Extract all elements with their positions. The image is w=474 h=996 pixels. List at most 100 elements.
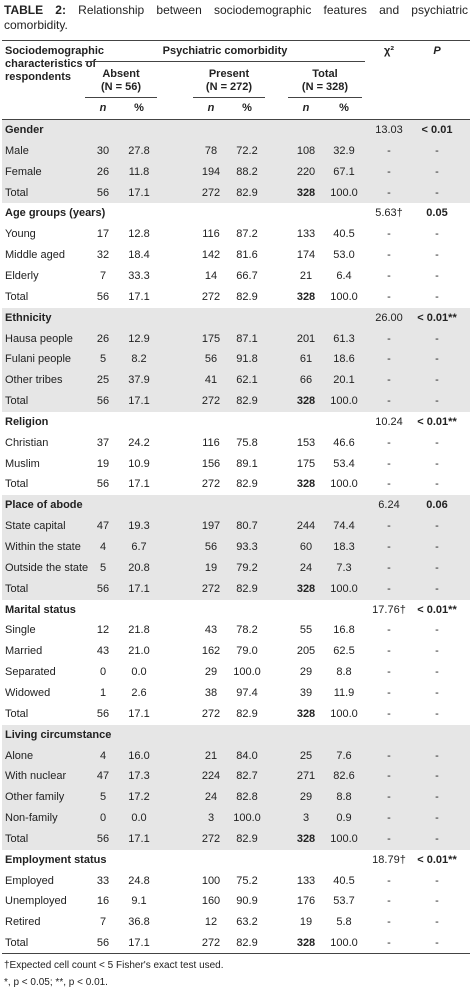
cell: 17.1: [128, 832, 150, 845]
cell: 75.2: [236, 874, 258, 887]
cell: 21.0: [128, 645, 150, 658]
chi-value: 5.63†: [375, 207, 403, 220]
cell: 21: [299, 269, 313, 282]
row-label: Total: [5, 186, 29, 199]
row-label: Elderly: [5, 269, 39, 282]
cell: -: [435, 144, 439, 157]
cell: 272: [201, 395, 221, 408]
section-band: [2, 724, 470, 850]
sub-header: n: [302, 102, 310, 114]
cell: -: [387, 937, 391, 950]
cell: 14: [204, 269, 218, 282]
cell: 162: [201, 645, 221, 658]
cell: -: [387, 791, 391, 804]
cell: 16.0: [128, 749, 150, 762]
cell: 82.7: [236, 770, 258, 783]
column-n: (N = 328): [301, 81, 349, 93]
row-label: Young: [5, 228, 36, 241]
row-label: Non-family: [5, 812, 58, 825]
cell: 29: [299, 791, 313, 804]
cell: 97.4: [236, 686, 258, 699]
cell: -: [435, 624, 439, 637]
chi-value: 13.03: [375, 124, 403, 136]
sub-header: n: [99, 102, 107, 114]
cell: -: [387, 478, 391, 491]
cell: 84.0: [236, 749, 258, 762]
p-value: < 0.01**: [417, 415, 457, 428]
cell: 100.0: [233, 666, 261, 679]
cell: 82.9: [236, 290, 258, 303]
cell: 56: [96, 478, 110, 491]
cell: 53.4: [333, 457, 355, 470]
row-label: Male: [5, 144, 29, 157]
cell: -: [435, 520, 439, 533]
p-value: < 0.01: [421, 124, 453, 136]
cell: 62.5: [333, 645, 355, 658]
sub-header: %: [242, 102, 252, 114]
cell: 20.8: [128, 561, 150, 574]
row-label: Total: [5, 290, 29, 303]
cell: -: [435, 269, 439, 282]
cell: 56: [204, 541, 218, 553]
cell: 66.7: [236, 269, 258, 282]
row-label: Alone: [5, 749, 34, 762]
cell: 25: [299, 749, 313, 762]
cell: 3: [302, 812, 310, 825]
cell: -: [387, 144, 391, 157]
section-title: Religion: [5, 415, 49, 428]
cell: 19: [204, 561, 218, 574]
cell: 40.5: [333, 228, 355, 241]
cell: 56: [96, 395, 110, 408]
rule: [193, 97, 265, 98]
rule: [2, 119, 470, 120]
cell: 82.9: [236, 832, 258, 845]
cell: 41: [204, 374, 218, 387]
cell: 6.7: [131, 541, 147, 553]
cell: 61.3: [333, 332, 355, 345]
cell: 56: [96, 937, 110, 950]
cell: 7.6: [336, 749, 352, 762]
cell: 56: [204, 353, 218, 366]
cell: -: [387, 686, 391, 699]
cell: 100.0: [233, 812, 261, 825]
cell: -: [435, 561, 439, 574]
cell: 272: [201, 582, 221, 595]
cell: 21: [204, 749, 218, 762]
cell: 82.9: [236, 707, 258, 720]
cell: 272: [201, 290, 221, 303]
cell: -: [387, 228, 391, 241]
cell: 72.2: [236, 144, 258, 157]
cell: 75.8: [236, 436, 258, 449]
group-header: Psychiatric comorbidity: [162, 45, 288, 57]
cell: 12: [204, 916, 218, 929]
cell: 244: [296, 520, 316, 533]
cell: 20.1: [333, 374, 355, 387]
cell: -: [435, 290, 439, 303]
cell: 328: [296, 832, 316, 845]
cell: 32: [96, 249, 110, 262]
rule: [288, 97, 362, 98]
column-header: Present: [208, 68, 250, 80]
cell: 8.8: [336, 791, 352, 804]
cell: -: [387, 249, 391, 262]
cell: 17.2: [128, 791, 150, 804]
cell: 142: [201, 249, 221, 262]
rule: [85, 97, 157, 98]
cell: -: [387, 165, 391, 178]
p-value: < 0.01**: [417, 311, 457, 324]
cell: 272: [201, 832, 221, 845]
cell: 17.1: [128, 707, 150, 720]
cell: 5: [99, 561, 107, 574]
cell: -: [387, 186, 391, 199]
cell: 194: [201, 165, 221, 178]
section-title: Place of abode: [5, 499, 83, 512]
cell: 87.1: [236, 332, 258, 345]
cell: 0.0: [131, 812, 147, 825]
cell: 328: [296, 582, 316, 595]
cell: 328: [296, 478, 316, 491]
chi-value: 26.00: [375, 311, 403, 324]
cell: 29: [299, 666, 313, 679]
cell: 78: [204, 144, 218, 157]
cell: -: [387, 290, 391, 303]
cell: 80.7: [236, 520, 258, 533]
